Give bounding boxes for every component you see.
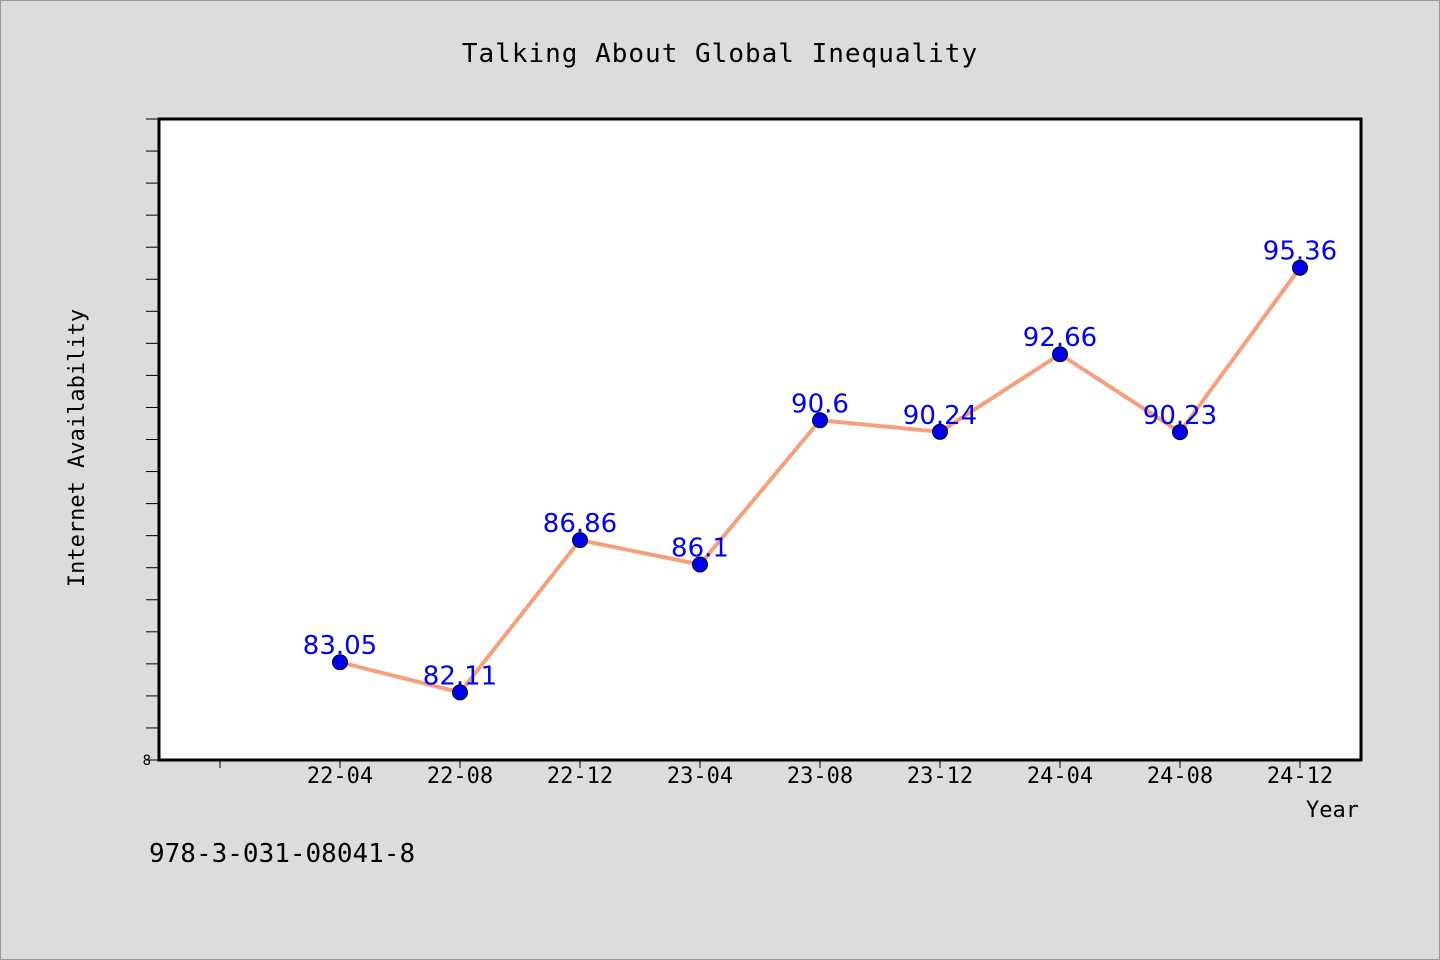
x-tick-label: 24-12 bbox=[1267, 764, 1333, 789]
x-tick-label: 24-04 bbox=[1027, 764, 1093, 789]
y-axis-label: Internet Availability bbox=[65, 309, 90, 587]
data-point bbox=[1172, 424, 1188, 441]
x-axis-label: Year bbox=[1306, 798, 1359, 823]
chart-title: Talking About Global Inequality bbox=[462, 39, 978, 69]
data-point bbox=[1292, 259, 1308, 276]
plot-area bbox=[157, 117, 1363, 762]
data-labels: 83.05 82.11 86.86 86.1 90.6 90.24 92.66 90.23 95… bbox=[303, 237, 1337, 692]
data-label: 82.11 bbox=[423, 661, 497, 691]
x-tick-label: 23-04 bbox=[667, 764, 733, 789]
y-axis-tick-labels: 8 bbox=[143, 753, 151, 769]
data-label: 95.36 bbox=[1263, 237, 1337, 267]
data-label: 90.24 bbox=[903, 401, 977, 431]
data-point bbox=[812, 412, 828, 429]
data-point bbox=[1052, 346, 1068, 363]
data-label: 92.66 bbox=[1023, 323, 1097, 353]
isbn-text: 978-3-031-08041-8 bbox=[149, 839, 415, 869]
x-tick-label: 22-04 bbox=[307, 764, 373, 789]
x-tick-label: 23-12 bbox=[907, 764, 973, 789]
data-label: 90.23 bbox=[1143, 401, 1217, 431]
data-point bbox=[692, 556, 708, 573]
y-tick-label: 8 bbox=[143, 753, 151, 769]
x-axis-ticks bbox=[219, 760, 1301, 768]
data-label: 86.1 bbox=[671, 533, 729, 563]
data-label: 83.05 bbox=[303, 631, 377, 661]
x-axis-tick-labels: 22-04 22-08 22-12 23-04 23-08 23-12 24-04 24-08… bbox=[307, 764, 1333, 789]
data-point bbox=[572, 532, 588, 549]
x-tick-label: 22-12 bbox=[547, 764, 613, 789]
data-point bbox=[452, 684, 468, 701]
x-tick-label: 23-08 bbox=[787, 764, 853, 789]
data-point bbox=[332, 654, 348, 671]
series-markers bbox=[332, 259, 1308, 701]
data-point bbox=[932, 423, 948, 440]
data-label: 90.6 bbox=[791, 389, 849, 419]
x-tick-label: 24-08 bbox=[1147, 764, 1213, 789]
y-axis-ticks bbox=[146, 118, 159, 761]
data-label: 86.86 bbox=[543, 509, 617, 539]
x-tick-label: 22-08 bbox=[427, 764, 493, 789]
